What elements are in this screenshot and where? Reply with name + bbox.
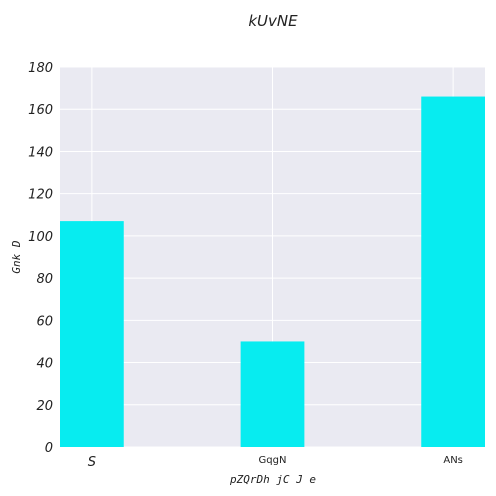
y-axis-label: Gnk D (10, 240, 23, 273)
y-tick-label: 180 (28, 61, 53, 76)
y-tick-label: 60 (36, 314, 53, 329)
y-tick-label: 120 (28, 188, 53, 203)
y-tick-label: 20 (36, 399, 53, 414)
x-axis-label: pZQrDh jC J e (229, 473, 316, 486)
y-tick-labels: 0 20 40 60 80 100 120 140 160 180 (28, 61, 53, 456)
x-tick-label: ANs (443, 455, 463, 466)
y-tick-label: 80 (36, 272, 53, 287)
x-tick-label: GqgN (259, 455, 287, 466)
x-tick-labels: S GqgN ANs (88, 455, 463, 470)
bar-s (60, 221, 124, 447)
y-tick-label: 160 (28, 103, 53, 118)
bar-gqgn (240, 341, 305, 447)
x-tick-label: S (88, 455, 96, 470)
y-tick-label: 100 (28, 230, 53, 245)
y-tick-label: 40 (36, 357, 53, 372)
bar-ans (421, 96, 485, 448)
bars (60, 96, 485, 448)
chart-title: kUvNE (248, 12, 298, 30)
y-tick-label: 0 (45, 441, 53, 456)
y-tick-label: 140 (28, 145, 53, 160)
